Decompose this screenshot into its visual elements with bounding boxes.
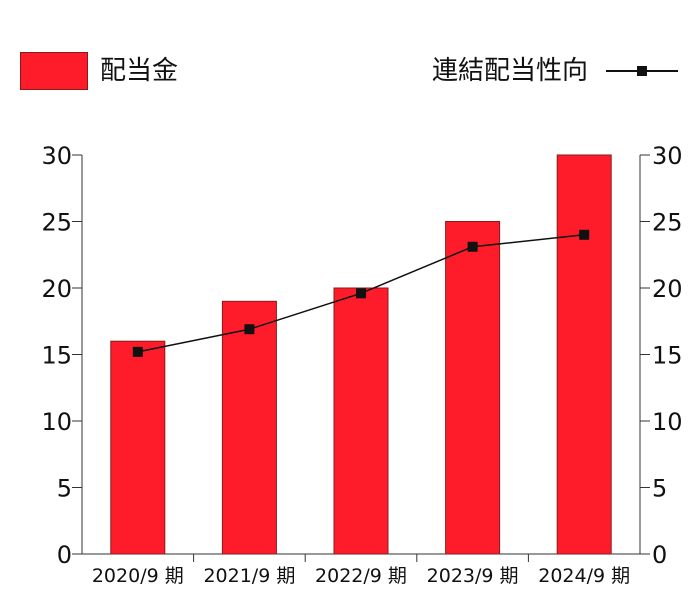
x-tick-label: 2021/9 期 — [203, 565, 295, 587]
payout-ratio-point — [356, 288, 366, 299]
y-tick-label-right: 25 — [652, 209, 683, 237]
bar-dividend — [333, 287, 389, 555]
x-tick-label: 2023/9 期 — [427, 565, 519, 587]
legend-label-dividend: 配当金 — [100, 56, 179, 86]
legend-swatch-payout-ratio-marker — [637, 66, 647, 76]
tick-labels: 0 5 10 15 20 25 30 0 5 10 15 20 25 30 2020/9 期 2021/9 期… — [41, 142, 682, 587]
payout-line — [132, 229, 590, 357]
x-tick-label: 2024/9 期 — [538, 565, 630, 587]
y-tick-label-right: 0 — [652, 541, 667, 569]
y-tick-label-right: 10 — [652, 408, 683, 436]
y-tick-label-left: 20 — [41, 275, 72, 303]
y-tick-label-left: 30 — [41, 142, 72, 170]
bar-dividend — [556, 154, 612, 555]
bar-dividend — [110, 340, 166, 555]
x-tick-label: 2022/9 期 — [315, 565, 407, 587]
payout-ratio-point — [579, 229, 590, 240]
legend-swatch-dividend — [20, 52, 88, 90]
y-tick-label-left: 0 — [57, 541, 72, 569]
payout-ratio-point — [467, 241, 478, 252]
bars — [110, 154, 612, 555]
payout-ratio-point — [244, 324, 255, 335]
y-tick-label-left: 15 — [41, 342, 72, 370]
y-tick-label-right: 15 — [652, 342, 683, 370]
y-tick-label-left: 25 — [41, 209, 72, 237]
y-tick-label-right: 30 — [652, 142, 683, 170]
y-tick-label-left: 10 — [41, 408, 72, 436]
y-tick-label-right: 5 — [652, 475, 667, 503]
bar-dividend — [445, 221, 501, 555]
y-tick-label-left: 5 — [57, 475, 72, 503]
bar-dividend — [221, 300, 277, 555]
payout-ratio-point — [132, 346, 143, 357]
y-tick-label-right: 20 — [652, 275, 683, 303]
legend-label-payout-ratio: 連結配当性向 — [431, 56, 588, 86]
x-tick-label: 2020/9 期 — [92, 565, 184, 587]
